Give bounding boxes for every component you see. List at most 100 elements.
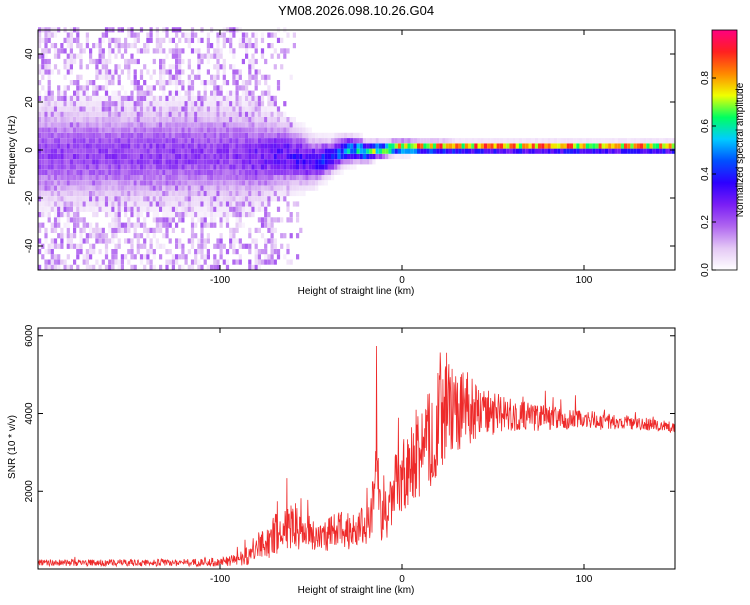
heatmap-cell xyxy=(299,169,303,175)
heatmap-cell xyxy=(82,143,86,149)
heatmap-cell xyxy=(245,132,249,138)
heatmap-cell xyxy=(213,164,217,170)
heatmap-cell xyxy=(203,196,207,202)
heatmap-cell xyxy=(331,159,335,165)
heatmap-cell xyxy=(101,143,105,149)
heatmap-cell xyxy=(79,101,83,107)
heatmap-cell xyxy=(362,138,367,144)
heatmap-cell xyxy=(82,117,86,123)
heatmap-cell xyxy=(270,238,274,244)
heatmap-cell xyxy=(143,148,147,154)
heatmap-cell xyxy=(66,95,70,101)
heatmap-cell xyxy=(311,138,316,144)
heatmap-cell xyxy=(175,185,179,191)
heatmap-cell xyxy=(178,117,182,123)
heatmap-cell xyxy=(143,222,147,228)
heatmap-cell xyxy=(213,138,217,144)
heatmap-cell xyxy=(585,138,589,144)
heatmap-cell xyxy=(299,180,303,186)
y-tick-label: 2000 xyxy=(24,480,35,503)
heatmap-cell xyxy=(254,138,258,144)
heatmap-cell xyxy=(82,111,86,117)
heatmap-cell xyxy=(146,127,150,133)
heatmap-cell xyxy=(321,138,325,144)
heatmap-cell xyxy=(273,32,277,38)
heatmap-cell xyxy=(152,69,156,75)
heatmap-cell xyxy=(254,201,258,207)
heatmap-cell xyxy=(643,138,647,144)
heatmap-cell xyxy=(292,132,296,138)
heatmap-cell xyxy=(41,175,45,181)
heatmap-cell xyxy=(98,159,102,165)
heatmap-cell xyxy=(216,143,220,149)
heatmap-cell xyxy=(222,243,226,249)
heatmap-cell xyxy=(139,180,144,186)
heatmap-cell xyxy=(92,132,96,138)
heatmap-cell xyxy=(260,222,265,228)
heatmap-cell xyxy=(175,222,179,228)
heatmap-cell xyxy=(139,132,144,138)
heatmap-cell xyxy=(560,138,564,144)
heatmap-cell xyxy=(423,148,427,154)
heatmap-cell xyxy=(181,227,185,233)
heatmap-cell xyxy=(178,90,182,96)
heatmap-cell xyxy=(69,80,73,86)
heatmap-cell xyxy=(76,32,80,38)
heatmap-cell xyxy=(219,175,223,181)
heatmap-cell xyxy=(241,164,245,170)
heatmap-cell xyxy=(98,53,102,59)
heatmap-cell xyxy=(162,132,166,138)
heatmap-cell xyxy=(235,159,239,165)
heatmap-cell xyxy=(216,175,220,181)
heatmap-cell xyxy=(133,43,137,49)
heatmap-cell xyxy=(82,254,86,260)
heatmap-cell xyxy=(171,217,175,223)
heatmap-cell xyxy=(63,95,67,101)
heatmap-cell xyxy=(127,111,131,117)
heatmap-cell xyxy=(499,138,503,144)
heatmap-cell xyxy=(225,217,230,223)
heatmap-cell xyxy=(506,143,510,149)
heatmap-cell xyxy=(89,164,93,170)
heatmap-cell xyxy=(152,159,156,165)
heatmap-cell xyxy=(47,190,51,197)
heatmap-cell xyxy=(44,238,48,244)
heatmap-cell xyxy=(210,138,214,144)
heatmap-cell xyxy=(194,169,198,175)
heatmap-cell xyxy=(53,185,58,191)
heatmap-cell xyxy=(117,159,121,165)
heatmap-cell xyxy=(53,222,58,228)
heatmap-cell xyxy=(611,138,615,144)
heatmap-cell xyxy=(311,143,316,149)
heatmap-cell xyxy=(216,90,220,96)
heatmap-cell xyxy=(260,217,265,223)
heatmap-cell xyxy=(85,233,89,239)
heatmap-cell xyxy=(331,169,335,175)
heatmap-cell xyxy=(152,148,156,154)
heatmap-cell xyxy=(66,58,70,65)
heatmap-cell xyxy=(117,122,121,128)
heatmap-cell xyxy=(50,164,54,170)
heatmap-cell xyxy=(190,222,195,228)
heatmap-cell xyxy=(66,238,70,244)
heatmap-cell xyxy=(47,159,51,165)
heatmap-cell xyxy=(417,148,421,154)
heatmap-cell xyxy=(206,190,210,197)
heatmap-cell xyxy=(206,164,210,170)
heatmap-cell xyxy=(66,164,70,170)
heatmap-cell xyxy=(146,153,150,160)
heatmap-cell xyxy=(197,259,201,265)
heatmap-cell xyxy=(152,264,156,270)
heatmap-cell xyxy=(162,206,166,212)
heatmap-cell xyxy=(76,117,80,123)
heatmap-cell xyxy=(127,148,131,154)
heatmap-cell xyxy=(47,206,51,212)
heatmap-cell xyxy=(283,196,287,202)
heatmap-cell xyxy=(104,58,109,65)
heatmap-cell xyxy=(210,222,214,228)
heatmap-cell xyxy=(219,169,223,175)
heatmap-cell xyxy=(130,169,134,175)
heatmap-cell xyxy=(241,180,245,186)
heatmap-cell xyxy=(124,254,128,260)
heatmap-cell xyxy=(124,227,128,233)
